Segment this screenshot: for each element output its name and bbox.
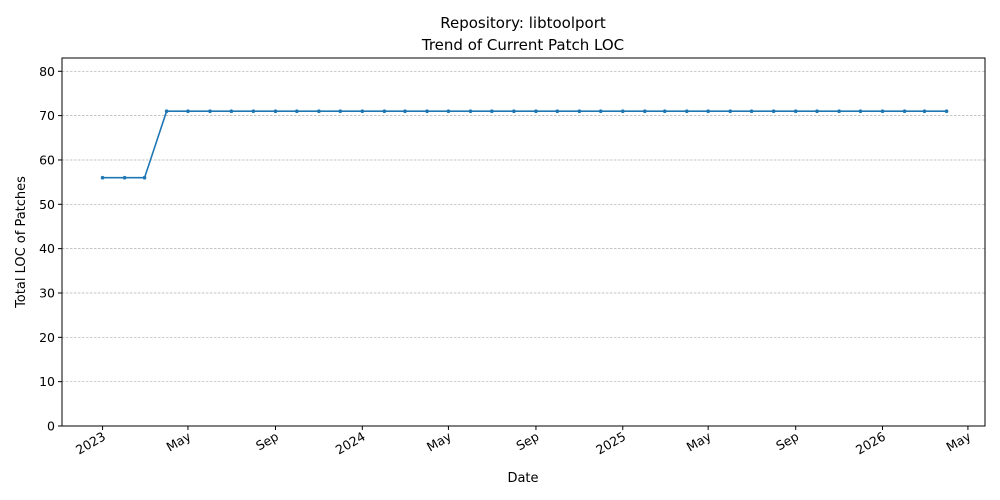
chart-title-line1: Repository: libtoolport [440,14,606,32]
y-tick-label: 80 [39,64,55,79]
data-point [815,109,819,114]
data-point [425,109,429,114]
data-point [186,109,190,114]
y-tick-label: 60 [39,152,55,167]
x-tick-label: 2025 [593,429,628,458]
data-point [858,109,863,114]
data-point [728,109,733,114]
x-tick-label: May [424,428,454,454]
data-point [468,109,473,114]
data-point [598,109,603,114]
x-axis-title: Date [507,471,538,486]
data-point [229,109,234,114]
y-tick-label: 30 [39,285,55,300]
data-point [685,109,689,114]
x-axis-ticks: 2023 May Sep 2024 May Sep 2025 May Sep 2026 May [73,426,974,458]
y-tick-label: 70 [39,108,55,123]
plot-frame [61,57,986,427]
data-point [944,109,949,114]
data-point [577,109,582,114]
y-tick-label: 10 [39,374,55,389]
x-tick-label: May [164,428,194,454]
data-point [706,109,710,114]
data-point [555,109,560,114]
y-tick-label: 0 [47,419,55,434]
x-tick-label: May [684,428,714,454]
series-line [102,110,947,179]
series-group [100,109,949,180]
x-tick-label: Sep [514,429,542,454]
data-point [360,109,365,114]
data-point [403,109,407,114]
data-point [273,109,278,114]
data-point [902,109,907,114]
data-point [534,109,538,114]
x-tick-label: 2023 [73,429,108,458]
data-point [662,109,667,114]
data-point [490,109,494,114]
data-point [251,109,256,114]
data-point [922,109,927,114]
data-point [837,109,841,114]
data-point [620,109,625,114]
x-tick-label: Sep [773,429,801,454]
data-point [208,109,212,114]
data-point [793,109,798,114]
x-tick-label: May [944,428,974,454]
data-point [122,175,127,180]
data-point [382,109,387,114]
data-point [749,109,754,114]
data-point [771,109,776,114]
data-point [142,175,147,180]
data-point [164,109,169,114]
y-tick-label: 20 [39,330,55,345]
data-point [317,109,321,114]
x-tick-label: Sep [253,429,281,454]
data-point [512,109,516,114]
data-point [100,175,105,180]
gridlines [62,70,985,427]
y-tick-label: 40 [39,241,55,256]
data-point [295,109,299,114]
data-point [446,109,451,114]
data-point [880,109,885,114]
chart-title-line2: Trend of Current Patch LOC [421,36,624,54]
y-axis-title: Total LOC of Patches [14,176,29,309]
x-tick-label: 2026 [853,429,888,458]
y-axis-ticks: 0 10 20 30 40 50 60 70 80 [39,64,62,434]
x-tick-label: 2024 [333,429,368,458]
y-tick-label: 50 [39,197,55,212]
data-point [338,109,343,114]
data-point [643,109,647,114]
